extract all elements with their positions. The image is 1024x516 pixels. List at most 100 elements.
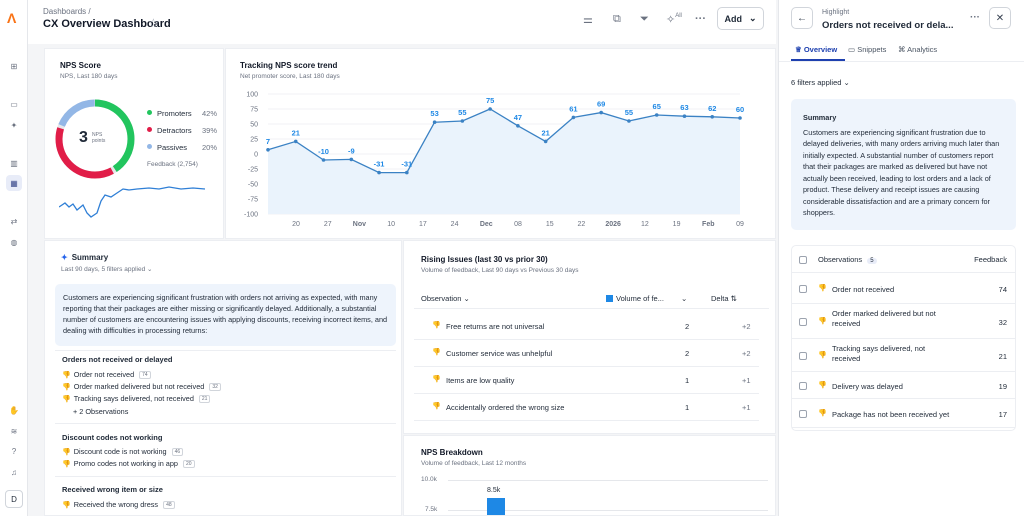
observation-column-header[interactable]: Observation ⌄ <box>421 294 470 303</box>
detractors-label: Detractors <box>157 126 192 135</box>
theme-item-label: Received the wrong dress <box>73 500 159 509</box>
feedback-count: Feedback (2,754) <box>147 161 198 168</box>
trend-point[interactable] <box>405 170 409 175</box>
add-button[interactable]: Add ⌄ <box>717 7 764 30</box>
copy-icon[interactable]: ⧉ <box>613 13 621 25</box>
routing-icon[interactable]: ⇄ <box>10 216 18 226</box>
theme-item[interactable]: 👎 Promo codes not working in app 20 <box>62 459 195 468</box>
row-checkbox[interactable] <box>799 409 807 418</box>
table-row[interactable]: 👎 Customer service was unhelpful 2 +2 <box>414 340 759 367</box>
layers-icon[interactable]: ≋ <box>10 426 18 436</box>
more-icon[interactable]: ··· <box>970 12 980 23</box>
observation-row[interactable]: 👎 Package has not been received yet 17 <box>792 399 1015 428</box>
globe-icon[interactable]: ◍ <box>10 237 18 247</box>
snippet-icon: ▭ <box>848 45 856 54</box>
breadcrumb[interactable]: Dashboards / <box>43 7 91 16</box>
observation-row[interactable]: 👎 Tracking says delivered, not received 21 <box>792 339 1015 372</box>
trend-point[interactable] <box>349 157 354 162</box>
trend-point[interactable] <box>654 113 659 117</box>
trend-point[interactable] <box>266 148 270 152</box>
select-all-checkbox[interactable] <box>799 256 807 264</box>
back-button[interactable]: ← <box>791 7 813 29</box>
row-label: Order marked delivered but not received <box>832 309 936 328</box>
delta-column-header[interactable]: Delta ⇅ <box>711 294 737 303</box>
trend-point[interactable] <box>627 119 631 123</box>
data-label: 55 <box>625 108 633 117</box>
filters-dropdown[interactable]: 6 filters applied ⌄ <box>791 78 850 87</box>
theme-item[interactable]: 👎 Discount code is not working 46 <box>62 447 184 456</box>
row-checkbox[interactable] <box>799 284 807 293</box>
count-tag: 74 <box>139 370 151 379</box>
trend-point[interactable] <box>516 124 520 128</box>
row-checkbox[interactable] <box>799 381 807 390</box>
volume-column-header[interactable]: Volume of fe... ⌄ <box>606 294 687 303</box>
bar-chart-icon[interactable]: ▥ <box>10 158 18 168</box>
thumbs-down-icon: 👎 <box>818 284 827 292</box>
observation-row[interactable]: 👎 Order not received 74 <box>792 273 1015 304</box>
templates-icon[interactable]: ⊞ <box>10 61 18 71</box>
row-label: Items are low quality <box>446 376 515 385</box>
tab-analytics[interactable]: ⌘ Analytics <box>898 45 937 54</box>
theme-item[interactable]: 👎 Tracking says delivered, not received 21 <box>62 394 211 403</box>
trend-point[interactable] <box>571 115 576 120</box>
y-tick: 7.5k <box>425 506 438 513</box>
breakdown-bar[interactable] <box>487 498 505 515</box>
wave-icon[interactable]: ✋ <box>9 405 19 415</box>
trend-point[interactable] <box>710 115 715 119</box>
volume-header-label: Volume of fe... <box>616 294 664 303</box>
tab-overview[interactable]: ♕ Overview <box>795 45 837 54</box>
y-tick-label: 0 <box>254 152 258 159</box>
trend-point[interactable] <box>432 120 437 124</box>
rising-title: Rising Issues (last 30 vs prior 30) <box>421 255 548 264</box>
theme-item-label: Order marked delivered but not received <box>73 382 205 391</box>
close-button[interactable]: ✕ <box>989 7 1011 29</box>
summary-subtitle[interactable]: Last 90 days, 5 filters applied ⌄ <box>61 265 152 273</box>
trend-point[interactable] <box>543 139 548 144</box>
trend-point[interactable] <box>738 116 742 120</box>
auto-refresh-icon[interactable]: ✧All <box>666 13 682 26</box>
tab-snippets[interactable]: ▭ Snippets <box>848 45 886 54</box>
theme-item[interactable]: 👎 Received the wrong dress 48 <box>62 500 175 509</box>
breakdown-title: NPS Breakdown <box>421 448 483 457</box>
table-row[interactable]: 👎 Accidentally ordered the wrong size 1 +1 <box>414 394 759 421</box>
sparkle-icon[interactable]: ✦ <box>10 120 18 130</box>
row-value: 2 <box>685 322 690 331</box>
dashboards-icon[interactable]: ▦ <box>6 175 22 191</box>
trend-line <box>267 108 741 174</box>
trend-point[interactable] <box>377 170 381 175</box>
data-label: -31 <box>374 160 385 169</box>
table-row[interactable]: 👎 Free returns are not universal 2 +2 <box>414 313 759 340</box>
observation-row[interactable]: 👎 Delivery was delayed 19 <box>792 372 1015 399</box>
data-label: 63 <box>680 103 688 112</box>
filter-settings-icon[interactable]: ⚌ <box>583 14 593 26</box>
trend-point[interactable] <box>488 107 492 111</box>
more-observations-link[interactable]: + 2 Observations <box>73 407 129 416</box>
nps-score-card: NPS Score NPS, Last 180 days 3 NPS point… <box>44 48 224 239</box>
trend-point[interactable] <box>321 158 326 162</box>
summary-card: ✦ Summary Last 90 days, 5 filters applied… <box>44 240 402 516</box>
close-icon: ✕ <box>995 12 1005 24</box>
help-icon[interactable]: ? <box>11 446 17 456</box>
row-checkbox[interactable] <box>799 317 807 326</box>
thumbs-down-icon: 👎 <box>62 460 71 468</box>
star-icon[interactable]: ☆ <box>148 16 159 30</box>
chevron-down-icon: ⌄ <box>680 294 688 303</box>
x-tick-label: 09 <box>736 221 744 228</box>
trend-point[interactable] <box>460 119 465 123</box>
trend-point[interactable] <box>293 139 298 144</box>
thumbs-down-icon: 👎 <box>818 317 827 325</box>
row-checkbox[interactable] <box>799 351 807 360</box>
funnel-icon[interactable]: ⏷ <box>640 13 649 25</box>
comments-icon[interactable]: ▭ <box>10 99 18 109</box>
more-icon[interactable]: ··· <box>695 13 706 25</box>
active-tab-indicator <box>791 59 845 61</box>
theme-item[interactable]: 👎 Order marked delivered but not received… <box>62 382 221 391</box>
avatar[interactable]: D <box>5 490 23 508</box>
table-row[interactable]: 👎 Items are low quality 1 +1 <box>414 367 759 394</box>
trend-point[interactable] <box>682 114 687 118</box>
trend-point[interactable] <box>599 110 603 115</box>
theme-item[interactable]: 👎 Order not received 74 <box>62 370 151 379</box>
bell-icon[interactable]: ♫ <box>11 467 17 477</box>
observation-row[interactable]: 👎 Order marked delivered but not received… <box>792 304 1015 339</box>
app-logo[interactable]: Λ <box>7 10 17 26</box>
